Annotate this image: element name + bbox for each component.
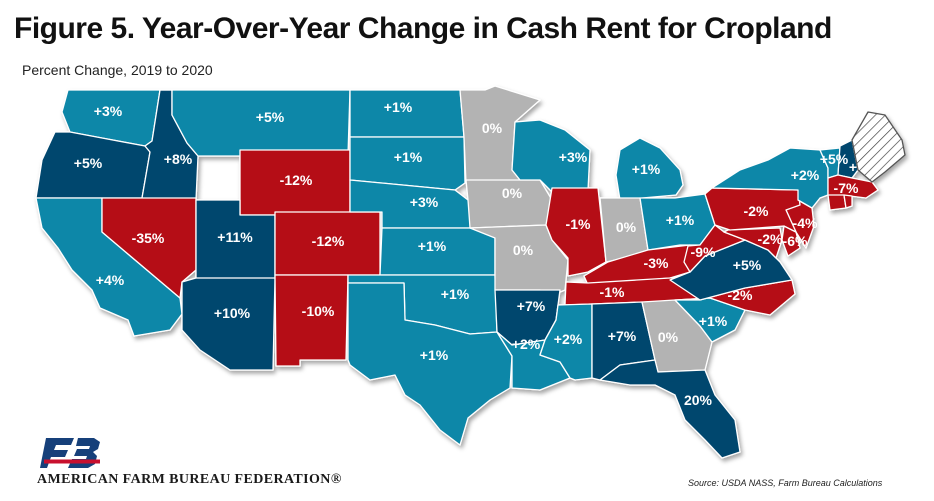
state-label-VT: +5% xyxy=(820,151,849,167)
state-label-CA: +4% xyxy=(96,272,125,288)
state-label-IL: -1% xyxy=(566,216,591,232)
state-label-WI: +3% xyxy=(559,149,588,165)
state-MT xyxy=(159,89,351,157)
state-label-AL: +7% xyxy=(608,328,637,344)
state-label-SD: +1% xyxy=(394,149,423,165)
state-label-WA: +3% xyxy=(94,103,123,119)
state-label-TN: -1% xyxy=(600,284,625,300)
state-label-PA: -2% xyxy=(744,203,769,219)
state-label-OR: +5% xyxy=(74,155,103,171)
state-label-DE: -6% xyxy=(783,233,808,249)
state-label-UT: +11% xyxy=(217,229,253,245)
state-label-NM: -10% xyxy=(302,303,335,319)
state-label-LA: +2% xyxy=(512,336,541,352)
state-MD xyxy=(723,227,783,259)
state-label-NC: -2% xyxy=(728,287,753,303)
state-MI xyxy=(615,137,684,201)
state-label-ND: +1% xyxy=(384,99,413,115)
state-label-TX: +1% xyxy=(420,347,449,363)
state-label-NJ: -4% xyxy=(793,215,818,231)
state-label-MN: 0% xyxy=(482,120,503,136)
state-RI xyxy=(843,194,853,209)
organization-name: AMERICAN FARM BUREAU FEDERATION® xyxy=(37,472,342,487)
state-label-MA: -7% xyxy=(834,180,859,196)
state-label-WV: -9% xyxy=(691,244,716,260)
state-AZ xyxy=(181,277,276,371)
state-label-KY: -3% xyxy=(644,255,669,271)
state-label-IA: 0% xyxy=(502,185,523,201)
state-label-ID: +8% xyxy=(164,151,193,167)
map-subtitle: Percent Change, 2019 to 2020 xyxy=(22,62,213,78)
state-label-NE: +3% xyxy=(410,194,439,210)
state-label-AR: +7% xyxy=(517,298,546,314)
state-NH xyxy=(837,139,859,179)
state-SD xyxy=(349,136,466,191)
state-label-WY: -12% xyxy=(280,172,313,188)
state-label-NY: +2% xyxy=(791,167,820,183)
state-label-VA: +5% xyxy=(733,257,762,273)
state-label-KS: +1% xyxy=(418,238,447,254)
logo-red-stripe xyxy=(44,459,100,464)
state-TX xyxy=(347,282,513,446)
state-FL xyxy=(599,359,741,459)
state-label-MO: 0% xyxy=(513,242,534,258)
state-label-NH: + xyxy=(849,159,857,175)
state-ME xyxy=(851,111,906,183)
state-label-SC: +1% xyxy=(699,313,728,329)
state-label-IN: 0% xyxy=(616,219,637,235)
page-title: Figure 5. Year-Over-Year Change in Cash … xyxy=(14,12,832,45)
state-label-CO: -12% xyxy=(312,233,345,249)
afbf-logo-icon xyxy=(40,438,100,468)
state-label-OK: +1% xyxy=(441,286,470,302)
state-label-MS: +2% xyxy=(554,331,583,347)
state-NM xyxy=(274,274,349,367)
state-label-AZ: +10% xyxy=(214,305,251,321)
state-label-MD: -2% xyxy=(758,231,783,247)
state-label-GA: 0% xyxy=(658,329,679,345)
state-CT xyxy=(827,194,847,211)
state-label-NV: -35% xyxy=(132,230,165,246)
state-label-MI: +1% xyxy=(632,161,661,177)
state-label-OH: +1% xyxy=(666,212,695,228)
state-label-MT: +5% xyxy=(256,109,285,125)
source-note: Source: USDA NASS, Farm Bureau Calculati… xyxy=(688,478,883,488)
state-IL xyxy=(545,187,607,277)
state-label-FL: 20% xyxy=(684,392,713,408)
